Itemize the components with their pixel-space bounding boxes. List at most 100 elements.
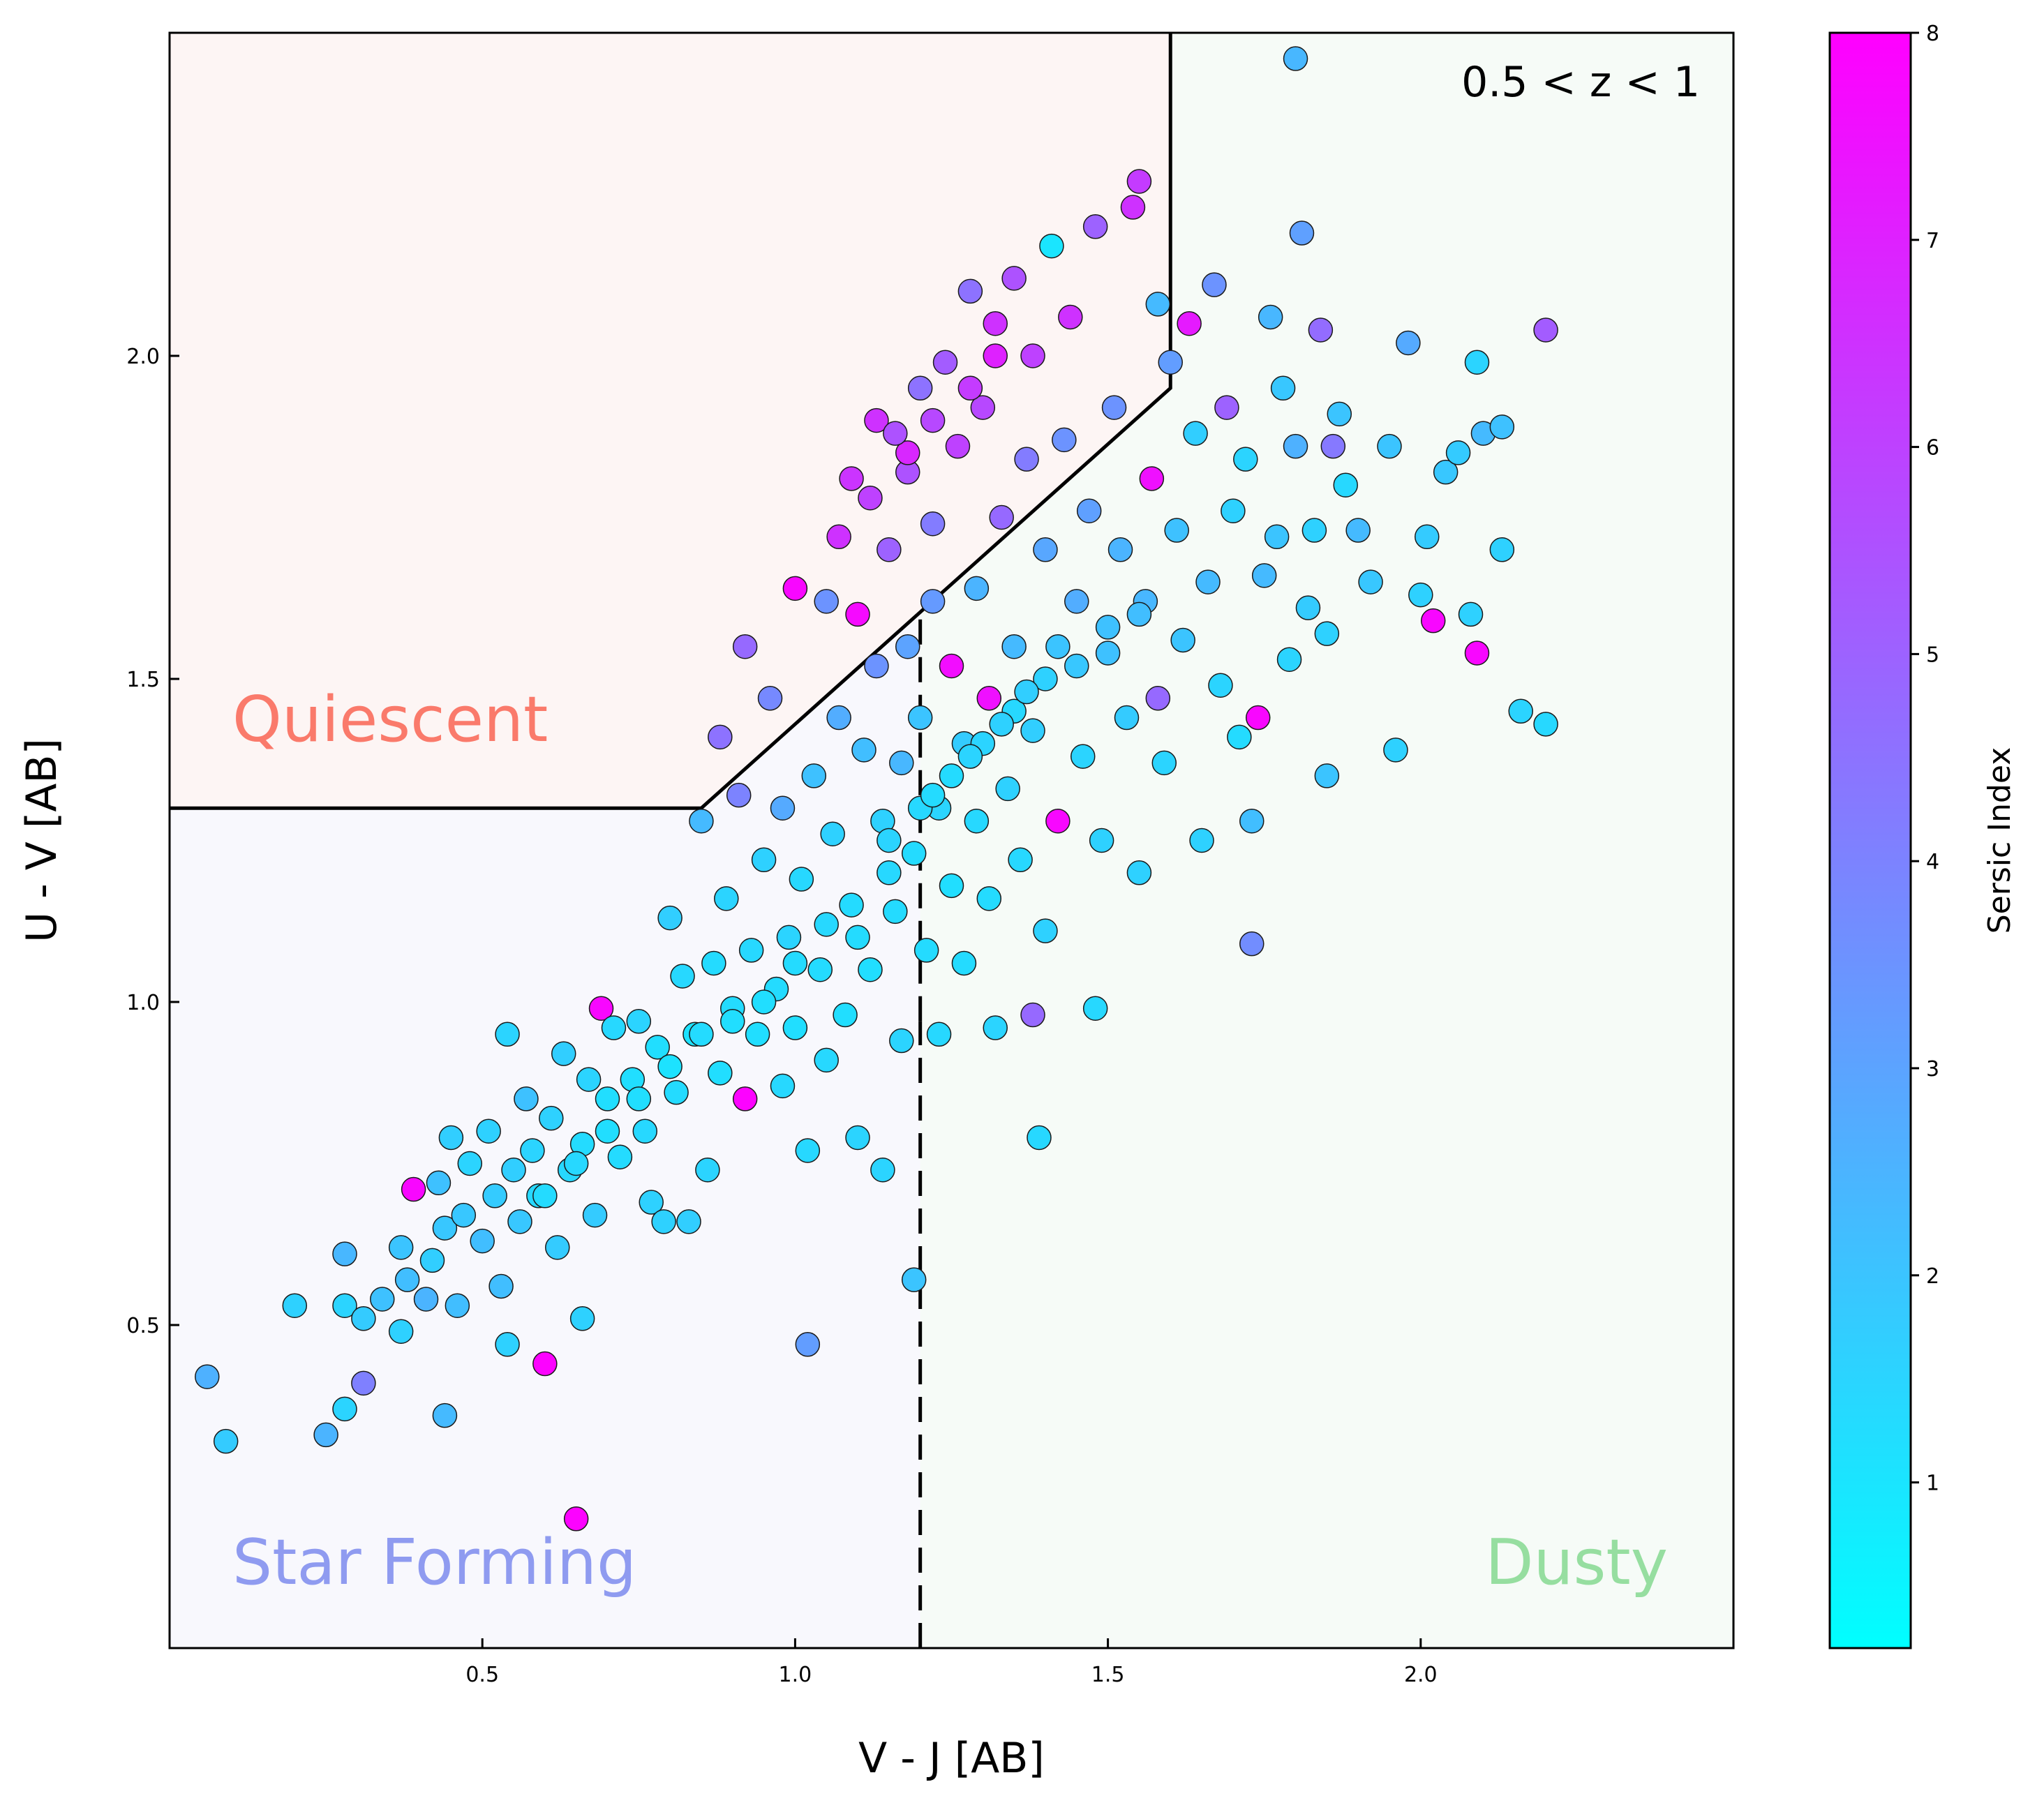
data-point [1202, 272, 1227, 297]
data-point [745, 1022, 770, 1047]
data-point [814, 589, 839, 614]
data-point [1001, 266, 1027, 291]
data-point [1139, 466, 1165, 491]
data-point [782, 1015, 808, 1040]
data-point [807, 957, 833, 982]
data-point [1033, 666, 1058, 691]
colorbar-tick-label: 4 [1926, 850, 1939, 874]
colorbar-label: Sersic Index [1982, 747, 2017, 934]
data-point [1239, 931, 1265, 957]
redshift-annotation: 0.5 < z < 1 [1461, 58, 1700, 107]
data-point [1533, 317, 1558, 343]
data-point [913, 938, 939, 963]
data-point [457, 1151, 483, 1176]
data-point [419, 1248, 445, 1273]
data-point [632, 1118, 658, 1144]
data-point [507, 1209, 532, 1234]
data-point [1533, 712, 1558, 737]
data-point [845, 1125, 870, 1151]
data-point [726, 782, 752, 808]
data-point [601, 1015, 627, 1040]
y-tick-label: 2.0 [126, 345, 160, 369]
data-point [889, 1028, 914, 1054]
data-point [1433, 459, 1459, 485]
axes: 0.5 1.0 1.5 2.0 0.5 1.0 1.5 2.0 [126, 31, 1735, 1687]
region-fill-quiescent [170, 33, 1171, 809]
data-point [1082, 996, 1108, 1022]
data-point [332, 1396, 357, 1422]
data-point [388, 1319, 414, 1345]
data-point [1289, 220, 1315, 246]
data-point [664, 1079, 689, 1105]
data-point [708, 1061, 733, 1086]
data-point [1258, 304, 1283, 330]
data-point [1158, 350, 1183, 375]
data-point [995, 776, 1020, 802]
data-points [195, 46, 1558, 1532]
data-point [1489, 414, 1515, 440]
data-point [1095, 615, 1121, 640]
data-point [814, 912, 839, 937]
data-point [770, 1073, 796, 1099]
data-point [676, 1209, 701, 1234]
data-point [801, 763, 827, 788]
data-point [1408, 582, 1433, 608]
data-point [1001, 634, 1027, 659]
colorbar-tick-label: 8 [1926, 22, 1939, 46]
data-point [563, 1151, 589, 1176]
data-point [539, 1105, 564, 1131]
data-point [1014, 679, 1039, 705]
data-point [388, 1235, 414, 1260]
data-point [1239, 808, 1265, 834]
plot-background [170, 33, 1733, 1648]
data-point [1039, 233, 1064, 259]
data-point [714, 886, 739, 911]
data-point [1064, 589, 1089, 614]
colorbar-tick-label: 3 [1926, 1057, 1939, 1082]
data-point [776, 925, 802, 950]
data-point [545, 1235, 570, 1260]
data-point [957, 278, 983, 304]
data-point [689, 808, 714, 834]
y-tick-label: 0.5 [126, 1314, 160, 1338]
data-point [1221, 498, 1246, 523]
data-point [1082, 214, 1108, 239]
data-point [195, 1364, 220, 1389]
data-point [858, 485, 883, 511]
data-point [520, 1138, 545, 1163]
data-point [1189, 828, 1214, 853]
data-point [1233, 447, 1258, 472]
data-point [670, 964, 695, 989]
data-point [582, 1202, 608, 1228]
data-point [626, 1009, 652, 1034]
data-point [901, 841, 927, 866]
data-point [1508, 698, 1533, 724]
data-point [939, 653, 964, 679]
data-point [876, 828, 902, 853]
data-point [833, 1002, 858, 1028]
x-tick-label: 0.5 [465, 1663, 499, 1687]
data-point [1145, 686, 1171, 711]
data-point [351, 1305, 376, 1331]
data-point [1345, 518, 1371, 543]
colorbar-tick-label: 7 [1926, 229, 1939, 253]
y-axis-label: U - V [AB] [17, 738, 66, 943]
data-point [551, 1041, 576, 1066]
data-point [957, 375, 983, 401]
data-point [826, 705, 851, 731]
x-tick-label: 2.0 [1404, 1663, 1438, 1687]
y-tick-label: 1.5 [126, 668, 160, 692]
data-point [351, 1370, 376, 1396]
data-point [1008, 847, 1033, 873]
data-point [1045, 634, 1071, 659]
data-point [495, 1332, 520, 1357]
data-point [720, 1009, 745, 1034]
data-point [920, 511, 946, 537]
data-point [1314, 763, 1340, 788]
data-point [951, 950, 977, 976]
data-point [495, 1022, 520, 1047]
data-point [1089, 828, 1114, 853]
data-point [1415, 524, 1440, 550]
data-point [983, 1015, 1008, 1040]
